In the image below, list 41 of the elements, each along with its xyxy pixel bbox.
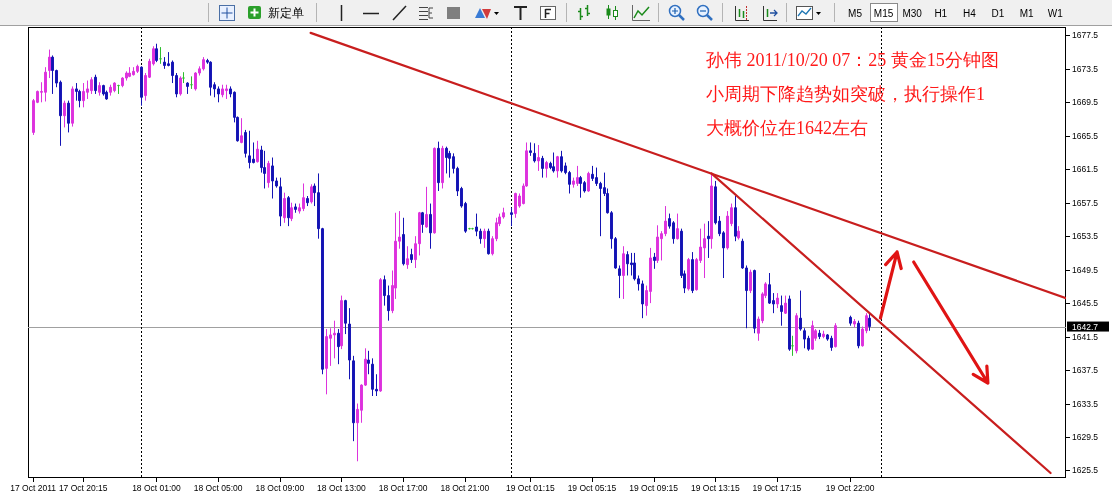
- x-tick-label: 19 Oct 22:00: [825, 483, 875, 493]
- y-tick-label: 1661.5: [1072, 164, 1099, 175]
- annotation: 小周期下降趋势如突破，执行操作1: [706, 84, 985, 104]
- y-tick-label: 1641.5: [1072, 331, 1099, 342]
- y-tick-label: 1665.5: [1072, 130, 1099, 141]
- y-tick-label: 1637.5: [1072, 365, 1099, 376]
- y-tick-label: 1629.5: [1072, 431, 1099, 442]
- text: H1: [934, 7, 948, 19]
- x-tick-label: 19 Oct 05:15: [567, 483, 617, 493]
- text: D1: [991, 7, 1005, 19]
- y-tick-label: 1645.5: [1072, 298, 1099, 309]
- text: H4: [963, 7, 977, 19]
- text: M30: [902, 7, 923, 19]
- x-tick-label: 17 Oct 20:15: [58, 483, 108, 493]
- y-tick-label: 1657.5: [1072, 197, 1099, 208]
- x-tick-label: 19 Oct 17:15: [752, 483, 802, 493]
- x-tick-label: 18 Oct 21:00: [440, 483, 490, 493]
- text: M1: [1019, 7, 1034, 19]
- y-tick-label: 1625.5: [1072, 465, 1099, 476]
- text: M15: [873, 7, 894, 19]
- annotation: 孙伟 2011/10/20 07：25 黄金15分钟图: [706, 50, 999, 70]
- x-tick-label: 19 Oct 09:15: [629, 483, 679, 493]
- x-tick-label: 18 Oct 17:00: [378, 483, 428, 493]
- y-tick-label: 1673.5: [1072, 63, 1099, 74]
- text: M5: [848, 7, 863, 19]
- annotation: 大概价位在1642左右: [706, 118, 868, 138]
- ref-line-label: 1642.7: [1072, 321, 1099, 332]
- y-tick-label: 1669.5: [1072, 97, 1099, 108]
- text: 新定单: [268, 6, 304, 20]
- x-tick-label: 18 Oct 01:00: [132, 483, 182, 493]
- x-tick-label: 19 Oct 13:15: [690, 483, 740, 493]
- x-tick-label: 17 Oct 2011: [10, 483, 57, 493]
- y-tick-label: 1677.5: [1072, 30, 1099, 41]
- text: W1: [1047, 7, 1064, 19]
- x-tick-label: 18 Oct 13:00: [317, 483, 367, 493]
- x-tick-label: 19 Oct 01:15: [505, 483, 555, 493]
- x-tick-label: 18 Oct 05:00: [193, 483, 243, 493]
- x-tick-label: 18 Oct 09:00: [255, 483, 305, 493]
- y-tick-label: 1649.5: [1072, 264, 1099, 275]
- y-tick-label: 1633.5: [1072, 398, 1099, 409]
- y-tick-label: 1653.5: [1072, 231, 1099, 242]
